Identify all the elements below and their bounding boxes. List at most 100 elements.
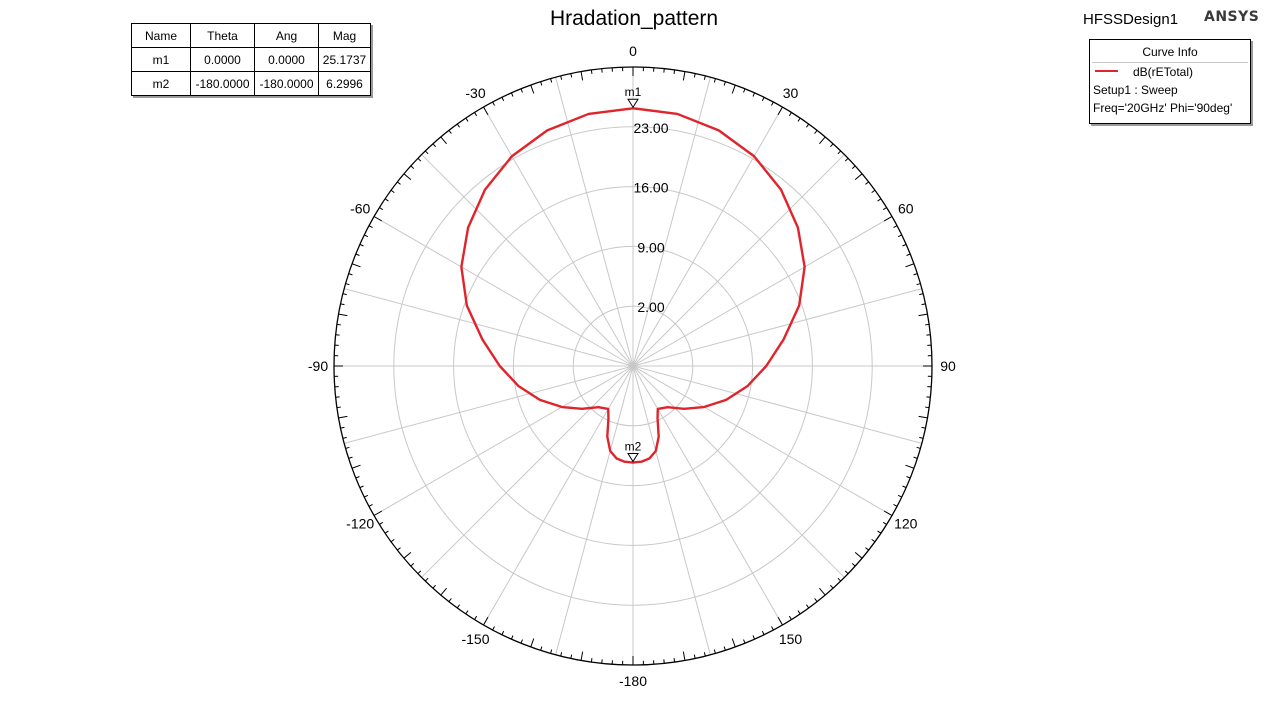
boundary-tick xyxy=(788,112,792,117)
boundary-tick xyxy=(456,123,461,128)
boundary-tick xyxy=(520,639,523,644)
boundary-tick xyxy=(893,225,898,228)
grid-spoke xyxy=(344,288,634,367)
boundary-tick xyxy=(379,207,384,211)
boundary-tick xyxy=(474,112,478,117)
boundary-tick xyxy=(897,494,902,498)
boundary-tick xyxy=(723,81,726,86)
cell-name: m1 xyxy=(131,47,191,72)
boundary-tick xyxy=(348,273,353,276)
grid-spoke xyxy=(344,365,634,444)
boundary-tick xyxy=(837,150,842,155)
boundary-tick xyxy=(743,88,746,93)
marker-table-header: Name Theta Ang Mag xyxy=(131,23,371,48)
boundary-tick xyxy=(345,283,350,286)
grid-spoke xyxy=(632,106,783,367)
boundary-tick xyxy=(830,143,834,148)
boundary-tick xyxy=(797,610,801,615)
boundary-tick xyxy=(703,652,706,657)
boundary-tick xyxy=(580,651,584,661)
boundary-tick xyxy=(340,426,345,429)
grid-spoke xyxy=(373,216,634,367)
boundary-tick xyxy=(338,313,348,317)
boundary-tick xyxy=(893,504,898,507)
boundary-tick xyxy=(865,547,869,551)
angle-tick-label: -90 xyxy=(308,358,328,374)
boundary-tick xyxy=(530,84,535,94)
boundary-tick xyxy=(550,78,553,83)
angle-tick-label: -120 xyxy=(346,516,374,532)
brand-logo: ANSYS xyxy=(1204,9,1260,25)
header-ang: Ang xyxy=(254,23,319,48)
boundary-tick xyxy=(897,234,902,238)
boundary-tick xyxy=(465,610,469,615)
boundary-tick xyxy=(913,273,918,276)
grid-spoke xyxy=(632,365,893,516)
boundary-tick xyxy=(877,198,882,202)
boundary-tick xyxy=(713,78,716,83)
boundary-tick xyxy=(743,639,746,644)
boundary-tick xyxy=(342,293,347,296)
boundary-tick xyxy=(777,616,783,626)
boundary-tick xyxy=(384,530,389,534)
boundary-tick xyxy=(752,92,756,97)
boundary-tick xyxy=(448,130,452,134)
boundary-tick xyxy=(830,584,834,589)
curve-info-legend[interactable]: Curve Info dB(rETotal) Setup1 : Sweep Fr… xyxy=(1089,39,1251,124)
boundary-tick xyxy=(403,173,412,180)
marker-triangle xyxy=(627,453,639,463)
boundary-tick xyxy=(916,446,921,449)
cell-mag: 25.1737 xyxy=(318,47,371,72)
cell-mag: 6.2996 xyxy=(318,71,371,96)
boundary-tick xyxy=(424,150,429,155)
grid-spoke xyxy=(632,154,845,367)
boundary-tick xyxy=(338,415,348,419)
boundary-tick xyxy=(379,521,384,525)
boundary-tick xyxy=(403,552,412,559)
marker-label: m2 xyxy=(625,440,642,454)
boundary-tick xyxy=(355,476,360,479)
marker-table: Name Theta Ang Mag m1 0.0000 0.0000 25.1… xyxy=(131,23,371,96)
cell-ang: -180.0000 xyxy=(254,71,319,96)
boundary-tick xyxy=(424,577,429,582)
boundary-tick xyxy=(351,263,361,268)
grid-spoke xyxy=(632,365,922,444)
boundary-tick xyxy=(918,415,928,419)
boundary-tick xyxy=(432,143,436,148)
boundary-tick xyxy=(351,464,361,469)
grid-spoke xyxy=(632,365,845,578)
marker-row-m2[interactable]: m2 -180.0000 -180.0000 6.2996 xyxy=(131,71,371,96)
angle-tick-label: 30 xyxy=(783,85,799,101)
boundary-tick xyxy=(368,225,373,228)
angle-tick-label: -30 xyxy=(465,85,485,101)
boundary-tick xyxy=(805,604,810,609)
header-mag: Mag xyxy=(318,23,371,48)
boundary-tick xyxy=(814,598,818,602)
boundary-tick xyxy=(921,426,926,429)
boundary-tick xyxy=(682,651,686,661)
boundary-tick xyxy=(788,615,792,620)
boundary-tick xyxy=(359,243,364,247)
boundary-tick xyxy=(384,198,389,202)
boundary-tick xyxy=(905,263,915,268)
radial-tick-label: 16.00 xyxy=(633,180,668,196)
boundary-tick xyxy=(530,638,535,648)
boundary-tick xyxy=(355,253,360,256)
radial-tick-label: 2.00 xyxy=(637,299,664,315)
grid-spoke xyxy=(555,77,634,367)
boundary-tick xyxy=(417,157,422,162)
boundary-tick xyxy=(905,464,915,469)
chart-title: Hradation_pattern xyxy=(549,7,719,30)
legend-entry[interactable]: dB(rETotal) xyxy=(1090,63,1250,81)
boundary-tick xyxy=(448,598,452,602)
boundary-tick xyxy=(713,649,716,654)
boundary-tick xyxy=(844,570,849,575)
boundary-tick xyxy=(340,303,345,306)
grid-spoke xyxy=(373,365,634,516)
boundary-tick xyxy=(906,476,911,479)
boundary-tick xyxy=(483,616,489,626)
grid-ring xyxy=(572,305,694,427)
boundary-tick xyxy=(342,436,347,439)
legend-label: dB(rETotal) xyxy=(1133,65,1194,79)
